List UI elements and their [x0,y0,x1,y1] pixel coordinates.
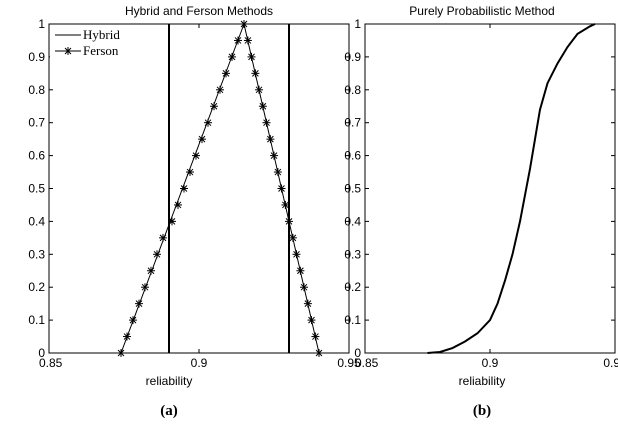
y-tick-label-b: 0.5 [344,182,361,196]
series-point-ferson [129,316,137,325]
series-point-ferson [117,349,125,357]
plot-frame-b [364,23,616,354]
series-point-ferson [307,316,316,325]
series-point-ferson [251,69,260,78]
chart-title-b: Purely Probabilistic Method [409,4,554,18]
series-point-ferson [315,349,323,357]
ticks-a: 0 0.1 0.2 0.3 0.4 0.5 0.6 0.7 0.8 0.9 1 0.85 0.9 0.95 [28,17,361,370]
series-point-ferson [262,118,271,127]
series-point-ferson [141,283,149,292]
legend-star-ferson [64,47,72,55]
series-point-ferson [204,118,212,127]
y-tick-label-b: 0.7 [344,116,361,130]
panel-purely-probabilistic: Purely Probabilistic Method 0 0.1 0.2 0.3 0.… [344,4,618,419]
plot-frame-a [48,23,350,354]
series-point-ferson [123,332,131,341]
series-point-ferson [168,217,176,226]
series-line-curve [427,23,596,354]
series-point-ferson [153,250,161,259]
series-point-ferson [285,217,293,226]
y-tick-label-b: 0 [354,346,361,360]
series-point-ferson [210,102,218,111]
legend-star-marker [64,47,72,55]
series-point-ferson [303,299,312,308]
x-tick-label-a: 0.9 [191,356,208,370]
series-b [427,23,596,354]
caption-a: (a) [160,403,178,419]
series-point-ferson [292,250,301,259]
series-point-ferson [273,168,282,177]
y-tick-label-b: 1 [354,17,361,31]
y-tick-label-b: 0.3 [344,247,361,261]
y-tick-label-a: 0.6 [28,149,45,163]
series-point-ferson [180,184,188,193]
x-tick-label-b: 0.85 [355,356,379,370]
x-axis-label-a: reliability [146,374,193,388]
legend-label-ferson: Ferson [83,43,119,58]
series-point-ferson [174,200,182,209]
series-point-ferson [228,52,236,61]
caption-b: (b) [473,403,491,419]
y-tick-label-a: 0.2 [28,280,45,294]
series-point-ferson [277,184,286,193]
series-point-ferson [222,69,230,78]
y-tick-label-b: 0.1 [344,313,361,327]
series-point-ferson [270,151,278,160]
series-point-ferson [135,299,143,308]
y-tick-label-a: 0.3 [28,247,45,261]
series-point-ferson [186,168,194,177]
series-point-ferson [243,36,252,45]
series-point-ferson [266,135,275,144]
series-point-ferson [281,200,290,209]
x-tick-label-b: 0.95 [603,356,618,370]
y-tick-label-a: 0.4 [28,214,45,228]
series-point-ferson [216,85,224,94]
x-axis-label-b: reliability [459,374,506,388]
chart-title-a: Hybrid and Ferson Methods [125,4,273,18]
y-tick-label-b: 0.4 [344,214,361,228]
series-point-ferson [234,36,242,45]
y-tick-label-a: 0.5 [28,182,45,196]
legend-label-hybrid: Hybrid [83,27,120,42]
y-tick-label-b: 0.6 [344,149,361,163]
series-point-ferson [247,52,256,61]
y-tick-label-a: 0.8 [28,83,45,97]
legend-box [50,25,138,63]
series-point-ferson [311,332,320,341]
series-point-ferson [198,135,206,144]
legend-a: Hybrid Ferson [50,25,138,63]
series-point-ferson [296,266,305,275]
series-point-ferson [240,20,248,28]
x-tick-label-a: 0.95 [337,356,361,370]
y-tick-label-a: 0 [38,346,45,360]
x-tick-label-a: 0.85 [39,356,63,370]
series-point-ferson [255,85,263,94]
y-tick-label-a: 0.1 [28,313,45,327]
y-tick-label-b: 0.2 [344,280,361,294]
panel-hybrid-ferson: Hybrid and Ferson Methods 00.10.20.30.40… [28,4,361,419]
y-tick-label-a: 0.7 [28,116,45,130]
y-tick-label-b: 0.8 [344,83,361,97]
y-tick-label-a: 0.9 [28,50,45,64]
y-tick-label-a: 1 [38,17,45,31]
series-point-ferson [300,283,308,292]
series-point-ferson [258,102,267,111]
series-point-ferson [159,233,167,242]
series-point-ferson [147,266,155,275]
ticks-b: 0 0.1 0.2 0.3 0.4 0.5 0.6 0.7 0.8 0.9 1 0.85 0.9 0.95 [344,17,618,370]
x-tick-label-b: 0.9 [482,356,499,370]
series-point-ferson [192,151,200,160]
y-tick-label-b: 0.9 [344,50,361,64]
series-point-ferson [288,233,297,242]
series-a [117,20,323,357]
